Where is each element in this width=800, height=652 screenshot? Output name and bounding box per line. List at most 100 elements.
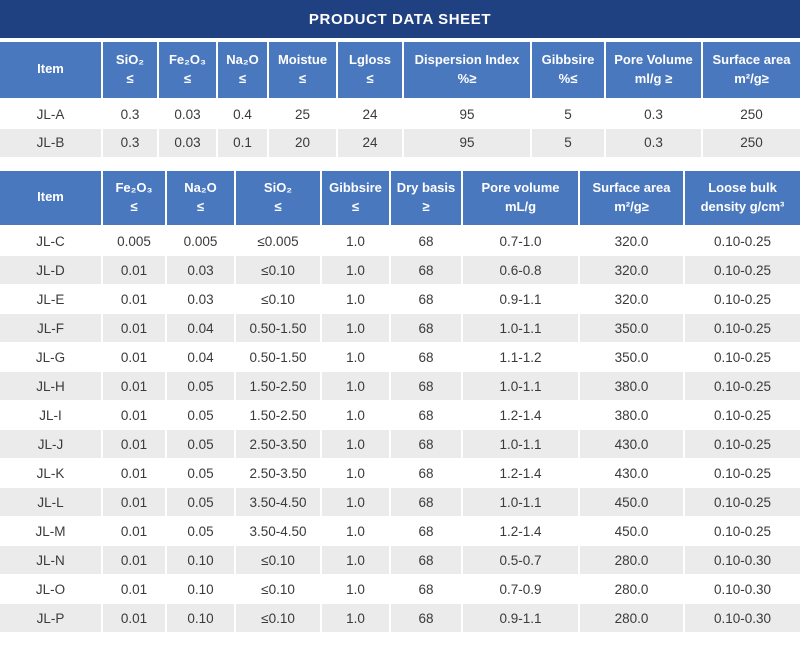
data-cell: 0.03 [158, 128, 218, 158]
data-cell: 0.04 [166, 342, 236, 372]
table-row-jl-e: JL-E 0.01 0.03 ≤0.10 1.0 68 0.9-1.1 320.… [0, 284, 800, 314]
table1-header-na2o: Na₂O ≤ [217, 42, 269, 101]
data-cell: 1.0 [321, 342, 391, 372]
data-cell: 0.3 [605, 128, 703, 158]
data-cell: 0.01 [102, 487, 167, 517]
data-cell: 0.9-1.1 [462, 603, 580, 633]
table-row-jl-m: JL-M 0.01 0.05 3.50-4.50 1.0 68 1.2-1.4 … [0, 516, 800, 546]
data-cell: 0.10 [166, 545, 236, 575]
data-cell: 68 [390, 545, 463, 575]
table1-header-surface-area: Surface area m²/g≥ [702, 42, 800, 101]
data-cell: 1.0 [321, 603, 391, 633]
data-cell: 2.50-3.50 [235, 429, 322, 459]
data-cell: 20 [268, 128, 338, 158]
data-cell: 0.01 [102, 342, 167, 372]
table2-header-na2o: Na₂O ≤ [166, 170, 236, 228]
data-cell: 1.0-1.1 [462, 487, 580, 517]
data-cell: 430.0 [579, 429, 685, 459]
table-row-jl-c: JL-C 0.005 0.005 ≤0.005 1.0 68 0.7-1.0 3… [0, 226, 800, 256]
data-cell: 430.0 [579, 458, 685, 488]
data-cell: 1.0 [321, 226, 391, 256]
data-cell: 0.05 [166, 458, 236, 488]
table2-header-row: Item Fe₂O₃ ≤ Na₂O ≤ SiO₂ ≤ Gibbsire ≤ Dr… [0, 170, 800, 228]
data-cell: 1.0 [321, 487, 391, 517]
item-cell: JL-B [0, 128, 103, 158]
data-cell: 320.0 [579, 284, 685, 314]
item-cell: JL-F [0, 313, 103, 343]
data-cell: 0.05 [166, 371, 236, 401]
data-cell: 380.0 [579, 371, 685, 401]
data-cell: 1.0 [321, 284, 391, 314]
data-cell: 1.0 [321, 429, 391, 459]
data-cell: 0.10-0.25 [684, 371, 800, 401]
data-cell: 0.05 [166, 400, 236, 430]
data-cell: 250 [702, 128, 800, 158]
data-cell: 5 [531, 128, 606, 158]
item-cell: JL-G [0, 342, 103, 372]
data-cell: 280.0 [579, 574, 685, 604]
data-cell: 0.005 [166, 226, 236, 256]
data-cell: 1.0 [321, 574, 391, 604]
data-cell: 68 [390, 284, 463, 314]
data-cell: 0.10-0.25 [684, 458, 800, 488]
data-cell: ≤0.10 [235, 255, 322, 285]
data-cell: ≤0.10 [235, 603, 322, 633]
table1-header-dispersion-index: Dispersion Index %≥ [403, 42, 532, 101]
data-cell: 68 [390, 342, 463, 372]
table1-header-lgloss: Lgloss ≤ [337, 42, 404, 101]
item-cell: JL-E [0, 284, 103, 314]
data-cell: 1.50-2.50 [235, 371, 322, 401]
data-cell: 0.10-0.25 [684, 313, 800, 343]
spec-table-2: Item Fe₂O₃ ≤ Na₂O ≤ SiO₂ ≤ Gibbsire ≤ Dr… [0, 170, 800, 633]
data-cell: 0.7-1.0 [462, 226, 580, 256]
data-cell: 280.0 [579, 545, 685, 575]
table1-header-gibbsire: Gibbsire %≤ [531, 42, 606, 101]
table1-header-moistue: Moistue ≤ [268, 42, 338, 101]
data-cell: 68 [390, 400, 463, 430]
data-cell: 0.4 [217, 99, 269, 129]
item-cell: JL-D [0, 255, 103, 285]
table-row-jl-p: JL-P 0.01 0.10 ≤0.10 1.0 68 0.9-1.1 280.… [0, 603, 800, 633]
table-row-jl-j: JL-J 0.01 0.05 2.50-3.50 1.0 68 1.0-1.1 … [0, 429, 800, 459]
data-cell: 0.5-0.7 [462, 545, 580, 575]
table2-header-dry-basis: Dry basis ≥ [390, 170, 463, 228]
data-cell: 0.10-0.25 [684, 284, 800, 314]
data-cell: 0.1 [217, 128, 269, 158]
table-row-jl-f: JL-F 0.01 0.04 0.50-1.50 1.0 68 1.0-1.1 … [0, 313, 800, 343]
data-cell: 1.0 [321, 545, 391, 575]
data-cell: 68 [390, 458, 463, 488]
data-cell: 1.0 [321, 371, 391, 401]
data-cell: 68 [390, 574, 463, 604]
data-cell: 68 [390, 255, 463, 285]
table1-header-pore-volume: Pore Volume ml/g ≥ [605, 42, 703, 101]
data-cell: 0.10-0.25 [684, 400, 800, 430]
data-cell: 0.03 [166, 255, 236, 285]
data-cell: 0.7-0.9 [462, 574, 580, 604]
data-cell: 0.01 [102, 284, 167, 314]
data-cell: 320.0 [579, 255, 685, 285]
data-cell: 1.2-1.4 [462, 516, 580, 546]
data-cell: 1.0-1.1 [462, 371, 580, 401]
table-row-jl-l: JL-L 0.01 0.05 3.50-4.50 1.0 68 1.0-1.1 … [0, 487, 800, 517]
item-cell: JL-M [0, 516, 103, 546]
data-cell: 0.10-0.25 [684, 516, 800, 546]
data-cell: 1.0 [321, 516, 391, 546]
data-cell: 250 [702, 99, 800, 129]
data-cell: 3.50-4.50 [235, 487, 322, 517]
data-cell: 0.3 [102, 128, 159, 158]
table1-header-fe2o3: Fe₂O₃ ≤ [158, 42, 218, 101]
data-cell: ≤0.10 [235, 574, 322, 604]
data-cell: 25 [268, 99, 338, 129]
data-cell: 0.01 [102, 313, 167, 343]
table-row-jl-n: JL-N 0.01 0.10 ≤0.10 1.0 68 0.5-0.7 280.… [0, 545, 800, 575]
item-cell: JL-N [0, 545, 103, 575]
data-cell: 0.05 [166, 516, 236, 546]
data-cell: 1.50-2.50 [235, 400, 322, 430]
data-cell: 320.0 [579, 226, 685, 256]
data-cell: 1.0 [321, 400, 391, 430]
table-row-jl-b: JL-B 0.3 0.03 0.1 20 24 95 5 0.3 250 [0, 128, 800, 158]
data-cell: 68 [390, 429, 463, 459]
table2-header-sio2: SiO₂ ≤ [235, 170, 322, 228]
data-cell: 95 [403, 128, 532, 158]
